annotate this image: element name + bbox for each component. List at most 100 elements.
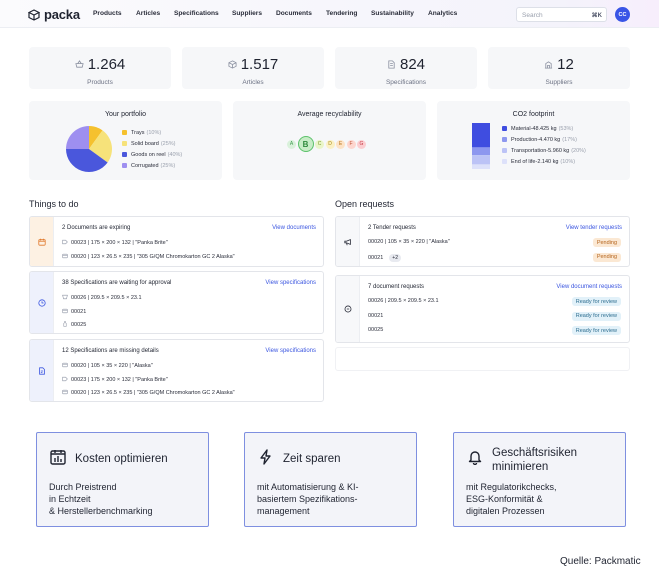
pie-slice-goods-on-reel[interactable] [66,149,108,172]
status-badge: Pending [592,252,621,262]
calendar-chart-icon [50,449,66,465]
stat-card-specifications[interactable]: 824 Specifications [335,47,477,89]
todo-item-text: 00020 | 105 × 35 × 220 | "Alaska" [71,363,153,369]
nav-analytics[interactable]: Analytics [428,10,458,17]
legend-label: Corrugated [131,162,159,169]
todo-link[interactable]: View documents [272,225,316,231]
legend-swatch [122,152,127,157]
legend-label: Production [511,136,538,143]
status-badge: Ready for review [571,311,621,321]
request-side [336,217,360,266]
more-chip[interactable]: +2 [389,253,401,262]
todo-item[interactable]: 00020 | 123 × 26.5 × 235 | "305 G/QM Chr… [62,389,235,397]
recyclability-title: Average recyclability [297,111,362,118]
legend-pct: (17%) [562,136,577,143]
request-panel: 7 document requests View document request… [335,275,630,343]
nav-products[interactable]: Products [93,10,122,17]
stat-card-articles[interactable]: 1.517 Articles [182,47,324,89]
todo-item[interactable]: 00020 | 105 × 35 × 220 | "Alaska" [62,362,153,370]
nav-specifications[interactable]: Specifications [174,10,219,17]
request-item[interactable]: 00021 +2 [368,253,401,262]
legend-pct: (10%) [560,158,576,165]
co2-segment-production[interactable] [472,147,490,156]
todo-link[interactable]: View specifications [265,280,316,286]
lightning-icon [258,449,274,465]
feature-card: Geschäftsrisiken minimieren mit Regulator… [453,432,626,527]
todo-item[interactable]: 00026 | 209.5 × 209.5 × 23.1 [62,294,142,302]
todo-panel: 2 Documents are expiring View documents 00… [29,216,324,267]
pie-slice-corrugated[interactable] [66,126,89,149]
status-badge: Pending [592,238,621,247]
request-item-text: 00026 | 209.5 × 209.5 × 23.1 [368,298,439,304]
todo-item[interactable]: 00023 | 175 × 200 × 132 | "Panka Brite" [62,239,168,247]
legend-swatch [502,148,507,153]
todo-item[interactable]: 00021 [62,308,86,316]
megaphone-icon [343,233,352,251]
legend-label: Transportation [511,147,547,154]
todo-item[interactable]: 00025 [62,321,86,329]
co2-segment-material[interactable] [472,123,490,148]
clock-icon [37,294,46,312]
stat-label: Products [87,79,113,86]
legend-item: Transportation - 5.960 kg (20%) [502,145,586,156]
todo-item[interactable]: 00023 | 175 × 200 × 132 | "Panka Brite" [62,376,168,384]
tag-icon [62,239,68,247]
legend-swatch [502,126,507,131]
todo-link[interactable]: View specifications [265,348,316,354]
stat-value-row: 1.264 [29,56,171,73]
stat-value: 12 [557,56,574,73]
stat-value: 1.517 [240,56,279,73]
request-heading: 7 document requests [368,284,425,290]
supplier-icon [544,56,553,73]
empty-request-slot [335,347,630,371]
request-heading: 2 Tender requests [368,225,416,231]
todo-heading: 2 Documents are expiring [62,225,131,231]
stat-label: Articles [242,79,264,86]
legend-swatch [122,130,127,135]
co2-segment-end-of-life[interactable] [472,164,490,169]
legend-pct: (53%) [558,125,574,132]
co2-title: CO2 footprint [512,111,555,118]
stat-card-products[interactable]: 1.264 Products [29,47,171,89]
nav-tendering[interactable]: Tendering [326,10,358,17]
todo-heading: 12 Specifications are missing details [62,348,159,354]
status-badge: Ready for review [571,297,621,306]
legend-sep: - [535,158,538,165]
bell-icon [467,449,483,466]
todo-item[interactable]: 00020 | 123 × 26.5 × 235 | "305 G/QM Chr… [62,253,235,261]
request-link[interactable]: View document requests [556,284,622,290]
source-note: Quelle: Packmatic [560,556,641,567]
avatar[interactable]: CC [615,7,630,22]
stat-label: Specifications [385,79,427,86]
search-placeholder: Search [522,11,543,19]
search-shortcut: ⌘K [591,12,602,19]
legend-label: Solid board [131,140,159,147]
document-edit-icon [38,362,46,380]
todo-item-text: 00020 | 123 × 26.5 × 235 | "305 G/QM Chr… [71,253,235,260]
nav-suppliers[interactable]: Suppliers [232,10,263,17]
logo[interactable]: packa [28,7,80,22]
todo-side [30,272,54,333]
pie-slice-solid-board[interactable] [89,130,112,163]
request-panel: 2 Tender requests View tender requests 000… [335,216,630,267]
nav-sustainability[interactable]: Sustainability [371,10,414,17]
request-item[interactable]: 00020 | 105 × 35 × 220 | "Alaska" [368,239,450,245]
feature-description: mit Regulatorikchecks, ESG-Konformität &… [466,482,557,516]
status-badge: Ready for review [571,326,621,335]
legend-pct: (25%) [160,140,176,147]
search-input[interactable]: Search ⌘K [516,7,607,22]
request-link[interactable]: View tender requests [565,225,622,231]
calendar-alert-icon [37,233,46,251]
stat-value-row: 824 [335,56,477,73]
layers-icon [62,389,68,397]
nav-articles[interactable]: Articles [136,10,161,17]
co2-segment-transportation[interactable] [472,155,490,165]
request-item[interactable]: 00021 [368,313,383,319]
pie-slice-trays[interactable] [89,126,103,149]
nav-documents[interactable]: Documents [276,10,312,17]
document-icon [387,56,396,73]
request-item[interactable]: 00026 | 209.5 × 209.5 × 23.1 [368,298,439,304]
request-item[interactable]: 00025 [368,327,383,333]
stat-card-suppliers[interactable]: 12 Suppliers [488,47,630,89]
